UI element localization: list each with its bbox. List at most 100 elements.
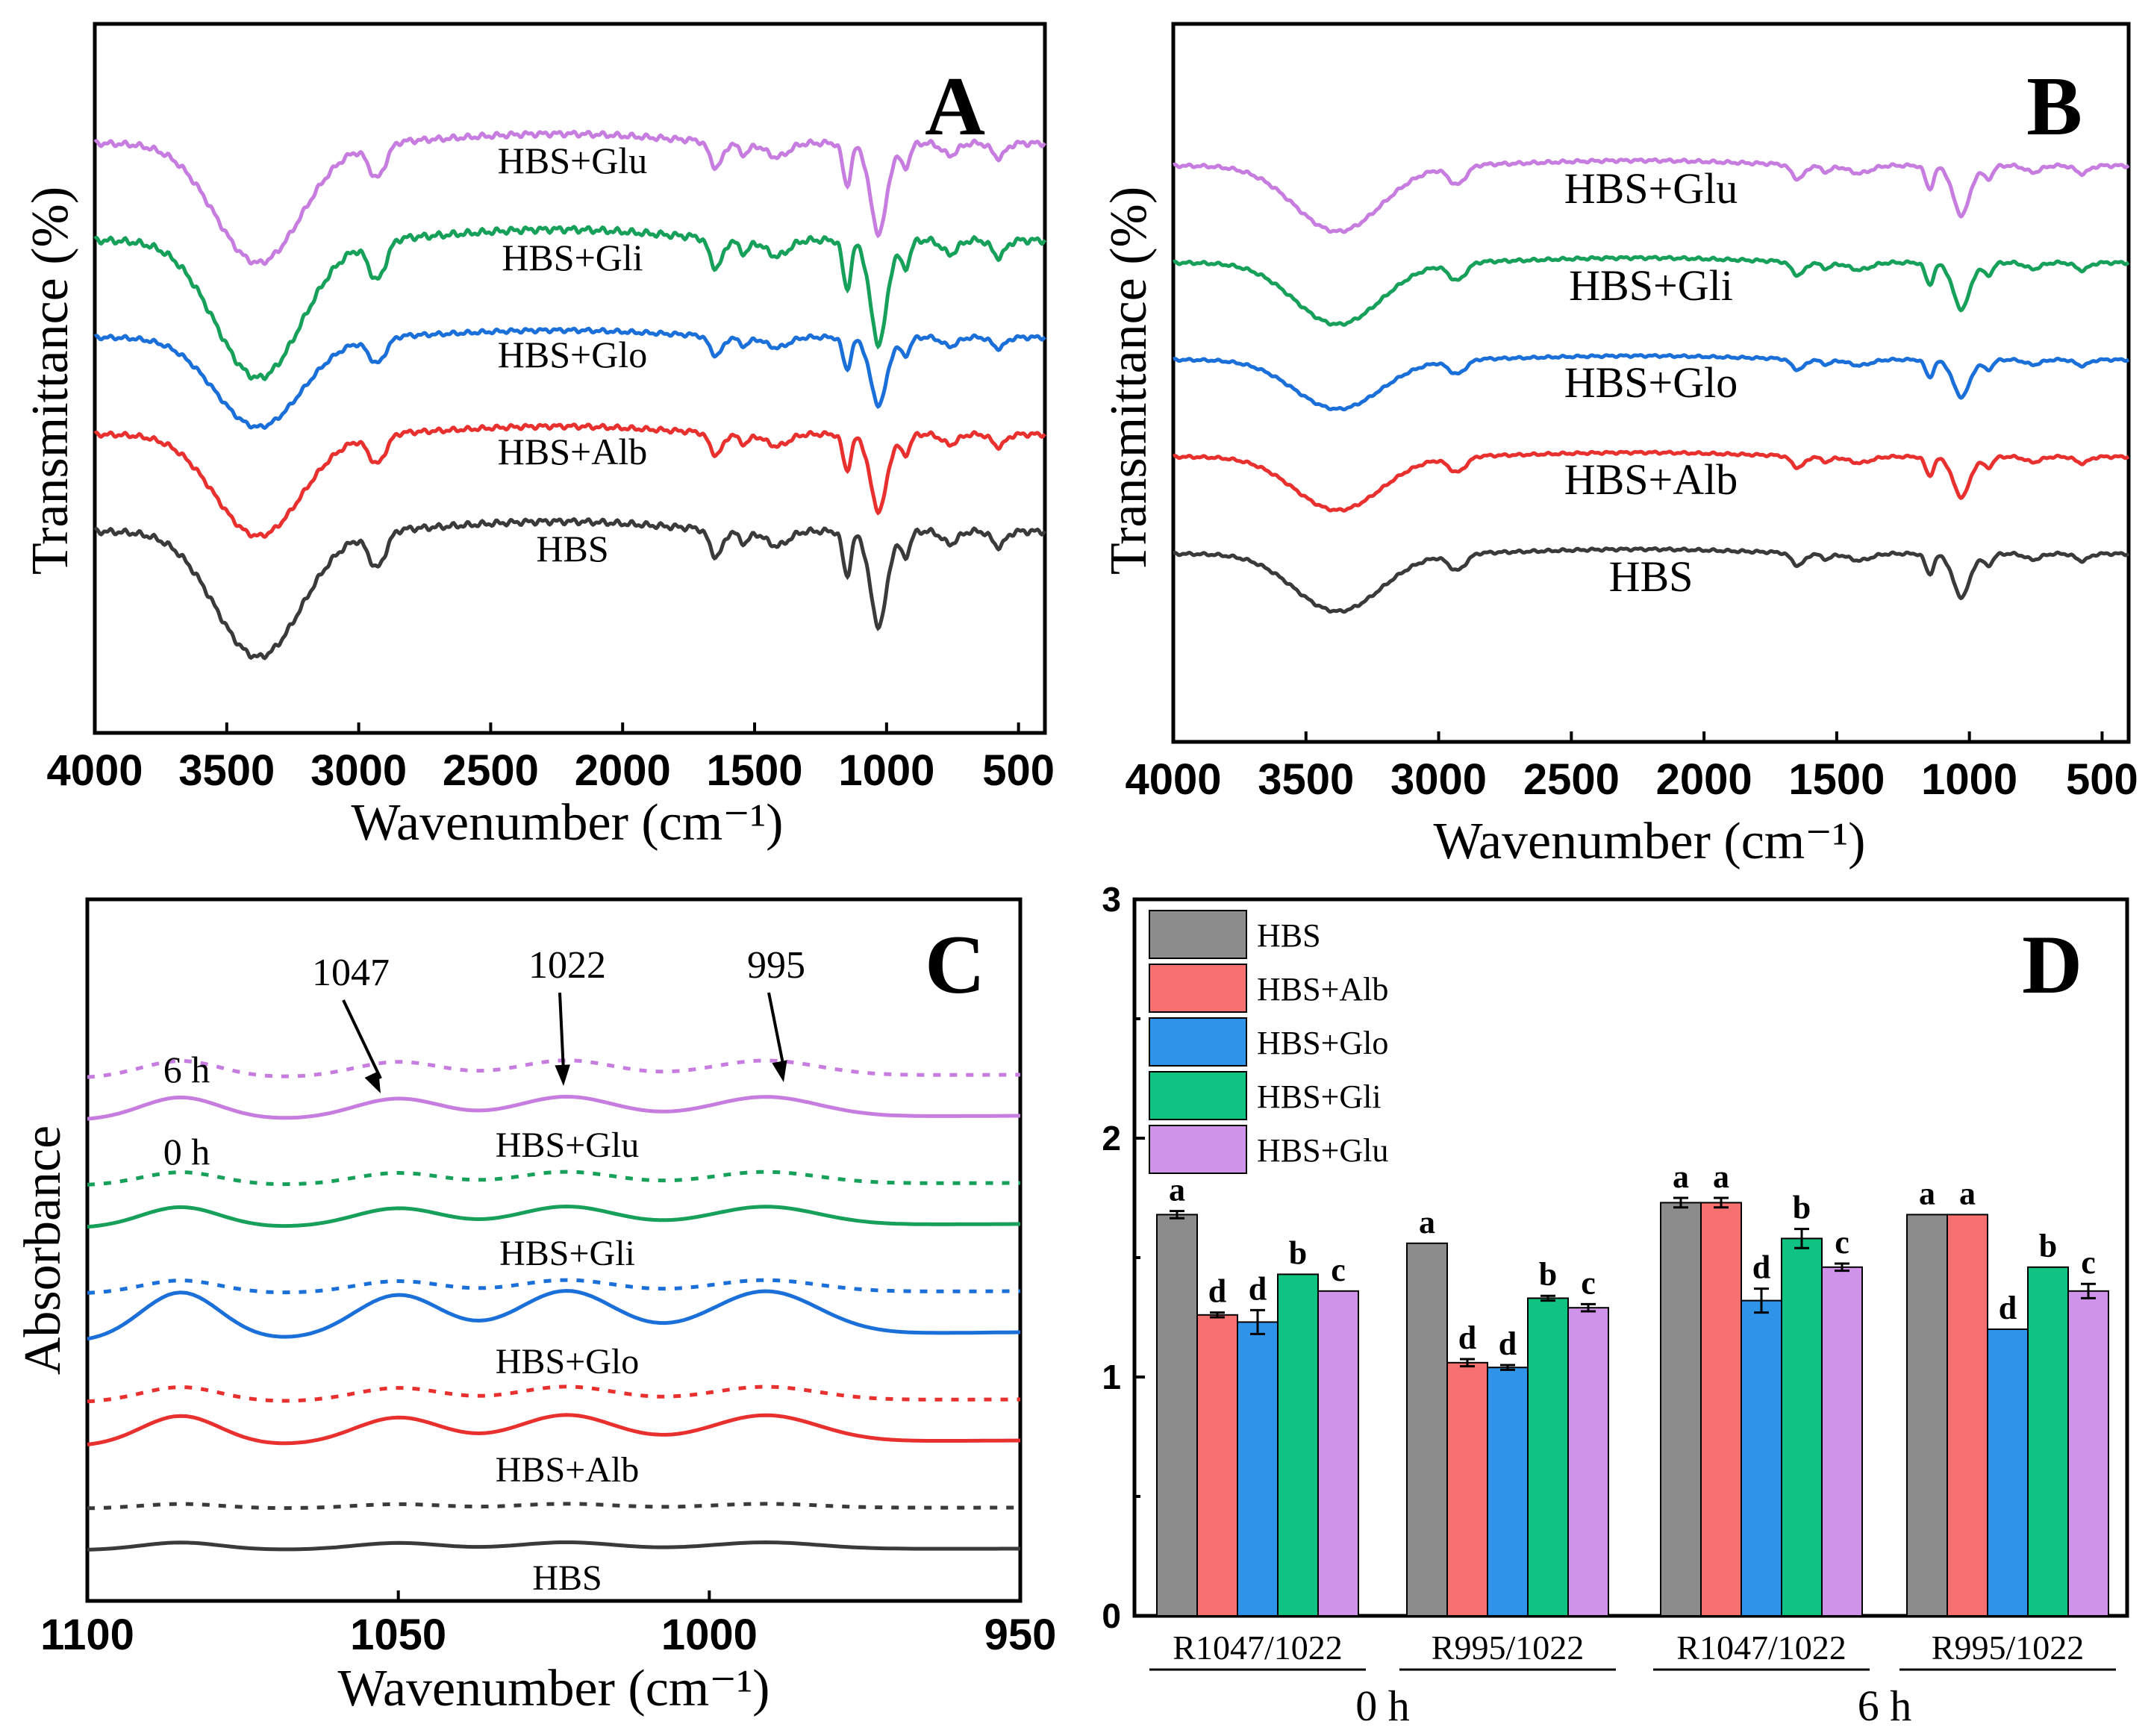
- panel-d-bar-hbs-gli-0: [1277, 1273, 1319, 1617]
- panel-a-xtick-label: 1000: [838, 746, 934, 795]
- panel-d-bar-hbs-glu-0: [1317, 1290, 1359, 1617]
- panel-d-sig-letter: a: [1919, 1175, 1935, 1211]
- panel-d-category-label: R1047/1022: [1173, 1629, 1342, 1667]
- panel-c-label-hbs-gli: HBS+Gli: [499, 1234, 635, 1273]
- panel-c-series-hbs-alb-6h: [87, 1384, 1020, 1404]
- panel-b-xtick-label: 500: [2066, 755, 2138, 804]
- panel-a-xlabel: Wavenumber (cm⁻¹): [351, 794, 783, 852]
- panel-a-label-hbs-glu: HBS+Glu: [498, 140, 647, 181]
- panel-b-letter: B: [2026, 60, 2082, 153]
- panel-c-peak-label-1047: 1047: [312, 952, 390, 994]
- panel-d-letter: D: [2022, 919, 2082, 1011]
- panel-d-sig-letter: d: [1208, 1273, 1226, 1310]
- panel-b-label-hbs-gli: HBS+Gli: [1569, 261, 1733, 310]
- panel-d-bar-hbs-1: [1406, 1242, 1448, 1617]
- panel-d-sig-letter: c: [2081, 1244, 2096, 1281]
- panel-d-ytick-label: 0: [1102, 1596, 1121, 1635]
- panel-d-sig-letter: b: [1289, 1234, 1307, 1271]
- panel-b-xtick-label: 1000: [1921, 755, 2017, 804]
- panel-d-sig-letter: a: [1959, 1175, 1976, 1211]
- panel-d-bar-hbs-2: [1660, 1202, 1702, 1617]
- panel-b-ylabel: Transmittance (%): [1100, 187, 1158, 575]
- panel-d-bar-hbs-3: [1906, 1214, 1948, 1617]
- panel-c-peak-arrow-line-1047: [342, 999, 382, 1079]
- panel-d-bar-hbs-glu-2: [1821, 1266, 1863, 1617]
- panel-a-xtick-label: 3000: [310, 746, 407, 795]
- panel-c-series-hbs-0h: [87, 1540, 1020, 1552]
- panel-d-sig-letter: a: [1169, 1172, 1185, 1208]
- panel-b-series-hbs-glu: [1173, 157, 2130, 234]
- panel-d-bar-hbs-0: [1156, 1214, 1198, 1617]
- panel-d-bar-hbs-gli-2: [1781, 1237, 1823, 1617]
- panel-d-legend-swatch-hbs-glu: [1149, 1125, 1247, 1174]
- panel-c: HBS+Glu HBS+Gli HBS+Glo HBS+Alb HBS 1100 1050…: [14, 897, 1057, 1717]
- panel-c-frame: [85, 897, 1023, 1603]
- panel-d-bar-hbs-alb-1: [1446, 1361, 1488, 1617]
- panel-b-frame: [1171, 22, 2131, 744]
- panel-d-bar-hbs-alb-2: [1700, 1202, 1742, 1617]
- panel-d-category-label: R1047/1022: [1676, 1629, 1846, 1667]
- panel-c-series-hbs-glu-0h: [87, 1094, 1020, 1121]
- panel-c-series-hbs-glo-0h: [87, 1288, 1021, 1341]
- panel-b-series-hbs: [1173, 546, 2130, 614]
- panel-c-series-hbs-gli-6h: [87, 1170, 1020, 1187]
- panel-b-label-hbs-alb: HBS+Alb: [1564, 455, 1738, 504]
- panel-d-legend-label-hbs-alb: HBS+Alb: [1257, 971, 1388, 1008]
- panel-d-bar-hbs-alb-0: [1196, 1314, 1238, 1617]
- panel-c-peak-arrow-line-995: [767, 992, 785, 1068]
- panel-d-sig-letter: d: [1999, 1290, 2017, 1326]
- panel-d-sig-letter: c: [1581, 1264, 1596, 1301]
- panel-a-label-hbs: HBS: [536, 528, 608, 569]
- panel-a-series-hbs-alb: [93, 422, 1046, 540]
- panel-c-ylabel: Absorbance: [14, 1125, 72, 1375]
- panel-c-peak-arrow-line-1022: [558, 992, 565, 1072]
- panel-b-xlabel: Wavenumber (cm⁻¹): [1433, 813, 1865, 870]
- panel-c-peak-arrow-head-1047: [364, 1071, 381, 1093]
- panel-d-legend-swatch-hbs-alb: [1149, 964, 1247, 1013]
- panel-b-label-hbs-glo: HBS+Glo: [1564, 358, 1738, 407]
- panel-c-peak-arrow-head-1022: [555, 1064, 570, 1086]
- panel-d-legend-swatch-hbs-gli: [1149, 1071, 1247, 1120]
- panel-d-category-label: R995/1022: [1432, 1629, 1584, 1667]
- panel-d-sig-letter: d: [1752, 1249, 1770, 1286]
- panel-c-xtick-label: 1100: [40, 1611, 134, 1659]
- panel-d-legend-label-hbs: HBS: [1257, 917, 1321, 954]
- panel-a-xtick-label: 500: [982, 746, 1055, 795]
- panel-d-sig-letter: d: [1499, 1326, 1517, 1362]
- panel-d-sig-letter: b: [1539, 1256, 1557, 1293]
- panel-a-letter: A: [925, 60, 985, 153]
- panel-c-xtick-label: 950: [984, 1611, 1057, 1659]
- panel-a: HBS+Glu HBS+Gli HBS+Glo HBS+Alb HBS 4000 3500…: [22, 22, 1055, 852]
- panel-a-xtick-label: 2500: [443, 746, 539, 795]
- panel-a-ylabel: Transmittance (%): [22, 187, 79, 575]
- panel-d-bar-hbs-alb-3: [1947, 1214, 1988, 1617]
- panel-b-xtick-label: 2000: [1656, 755, 1752, 804]
- panel-a-xtick-label: 2000: [575, 746, 671, 795]
- panel-d-sig-letter: c: [1835, 1224, 1849, 1261]
- panel-b-xtick-label: 1500: [1788, 755, 1885, 804]
- panel-a-series-hbs-gli: [93, 225, 1047, 382]
- panel-d-sig-letter: c: [1331, 1252, 1346, 1288]
- panel-d-sig-letter: a: [1673, 1158, 1689, 1195]
- panel-c-time-6h: 6 h: [163, 1049, 210, 1090]
- panel-b-series-hbs-glo: [1173, 353, 2130, 412]
- panel-b-label-hbs-glu: HBS+Glu: [1564, 164, 1738, 213]
- panel-d-legend-label-hbs-glu: HBS+Glu: [1257, 1132, 1388, 1169]
- panel-c-label-hbs-glo: HBS+Glo: [496, 1342, 639, 1381]
- panel-c-time-0h: 0 h: [163, 1131, 210, 1173]
- panel-a-xtick-label: 3500: [178, 746, 275, 795]
- panel-d-bar-hbs-glo-3: [1987, 1328, 2029, 1617]
- panel-a-label-hbs-glo: HBS+Glo: [498, 334, 647, 375]
- panel-d-bar-hbs-glo-2: [1741, 1299, 1782, 1617]
- panel-c-series-hbs-alb-0h: [87, 1413, 1021, 1446]
- panel-b-series-hbs-gli: [1173, 255, 2130, 328]
- panel-b-xtick-label: 3500: [1258, 755, 1354, 804]
- panel-d-bar-hbs-gli-1: [1527, 1297, 1569, 1617]
- panel-c-xtick-label: 1000: [661, 1611, 758, 1659]
- panel-d-sig-letter: b: [2039, 1228, 2057, 1264]
- panel-c-peak-label-995: 995: [747, 944, 805, 987]
- panel-d-ytick-label: 1: [1102, 1358, 1121, 1396]
- panel-c-peak-arrow-head-995: [772, 1060, 787, 1082]
